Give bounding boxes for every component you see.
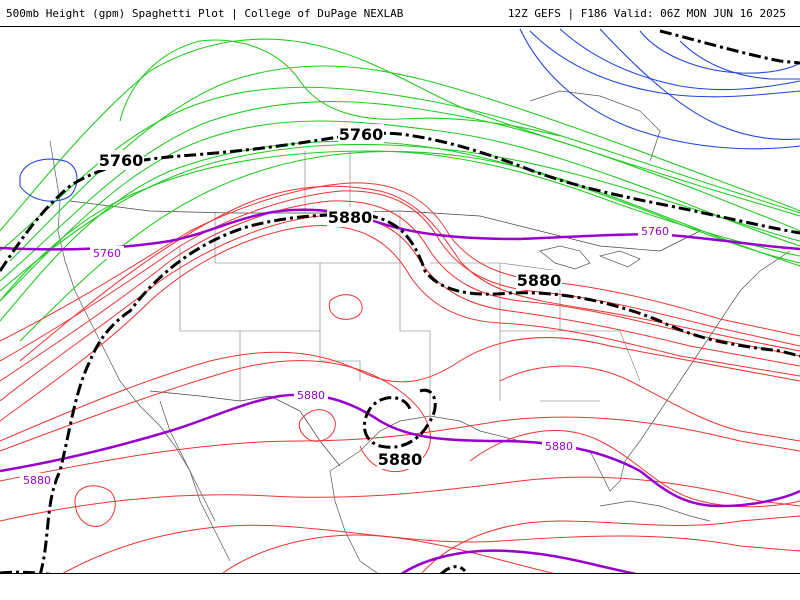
clim-label-5760-west: 5760 [90, 246, 124, 260]
hudson-bay-shore [529, 90, 661, 162]
mean-label-5760-east: 5760 [338, 124, 384, 144]
member-5880-contour [328, 294, 363, 320]
member-5520-contour [519, 28, 800, 150]
clim-label-5880-central: 5880 [294, 388, 328, 402]
spaghetti-map: 5760 5760 5880 5880 5880 5760 5760 588 [0, 28, 800, 573]
climatology-5760-line [0, 208, 800, 251]
member-5760-contour [0, 101, 800, 282]
member-5760-contour [0, 38, 800, 232]
clim-label-5880-east: 5880 [542, 439, 576, 453]
plot-footer [0, 574, 800, 600]
contour-members-5520 [19, 28, 800, 202]
mean-5880-closed-low [363, 388, 437, 449]
member-5880-contour [0, 337, 800, 442]
member-5880-contour [0, 200, 800, 382]
member-5880-contour [62, 524, 800, 573]
plot-title: 500mb Height (gpm) Spaghetti Plot | Coll… [6, 7, 404, 20]
canada-border [69, 200, 701, 252]
mean-5760-line-north [659, 29, 800, 65]
member-5880-contour [222, 534, 554, 573]
svg-text:5880: 5880 [328, 208, 373, 227]
climatology-contours [0, 208, 800, 573]
member-5520-contour [529, 30, 800, 98]
cuba-outline [599, 500, 711, 522]
west-coastline [49, 140, 231, 562]
member-5880-contour [298, 409, 336, 442]
svg-text:5880: 5880 [378, 450, 423, 469]
member-5880-contour [0, 416, 800, 482]
state-borders [179, 151, 641, 421]
clim-label-5880-west: 5880 [20, 473, 54, 487]
svg-text:5880: 5880 [23, 474, 51, 487]
mean-label-5880-low: 5880 [377, 449, 423, 469]
model-run-info: 12Z GEFS | F186 Valid: 06Z MON JUN 16 20… [507, 7, 786, 20]
baja-peninsula [159, 400, 216, 522]
clim-label-5760-east: 5760 [638, 224, 672, 238]
contour-labels: 5760 5760 5880 5880 5880 5760 5760 588 [20, 124, 672, 487]
climatology-5880-line [0, 393, 800, 508]
member-5880-contour [469, 430, 800, 508]
member-5880-contour [0, 476, 800, 522]
member-5760-contour [19, 150, 800, 342]
mexico-coast-east [329, 470, 378, 573]
member-5880-contour [499, 365, 800, 442]
svg-text:5880: 5880 [545, 440, 573, 453]
svg-text:5760: 5760 [339, 125, 384, 144]
member-5520-contour [639, 30, 800, 74]
member-5520-contour [19, 158, 78, 202]
plot-header: 500mb Height (gpm) Spaghetti Plot | Coll… [0, 0, 800, 26]
member-5880-contour [0, 182, 800, 342]
climatology-5880-line-south [400, 549, 637, 573]
member-5760-contour [0, 150, 800, 302]
mean-label-5880-north: 5880 [327, 207, 373, 227]
svg-text:5880: 5880 [517, 271, 562, 290]
member-5880-contour [19, 185, 800, 362]
member-5880-contour [421, 515, 800, 573]
svg-text:5760: 5760 [99, 151, 144, 170]
member-5520-contour [679, 40, 800, 80]
geography-layer [49, 90, 791, 573]
member-5880-contour [74, 485, 116, 527]
great-lakes [539, 245, 641, 270]
mean-label-5880-east: 5880 [516, 270, 562, 290]
member-5760-contour [0, 120, 800, 302]
member-5880-contour [0, 225, 800, 422]
mean-5880-line-south [0, 565, 467, 573]
svg-text:5760: 5760 [641, 225, 669, 238]
svg-text:5880: 5880 [297, 389, 325, 402]
svg-text:5760: 5760 [93, 247, 121, 260]
map-frame: 5760 5760 5880 5880 5880 5760 5760 588 [0, 26, 800, 574]
mean-label-5760-west: 5760 [98, 150, 144, 170]
member-5760-contour [119, 39, 561, 137]
gulf-coastline [329, 250, 791, 492]
member-5760-contour [9, 65, 800, 262]
mean-5880-line [38, 213, 800, 573]
member-5520-contour [599, 28, 800, 140]
member-5520-contour [559, 28, 800, 91]
